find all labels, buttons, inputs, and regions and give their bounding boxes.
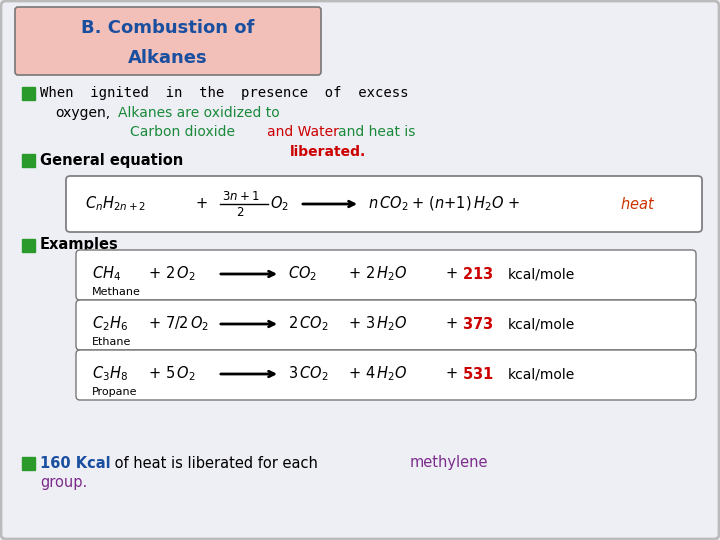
- Text: kcal/mole: kcal/mole: [508, 267, 575, 281]
- FancyBboxPatch shape: [22, 239, 35, 252]
- Text: $+\ 2\,H_2O$: $+\ 2\,H_2O$: [348, 265, 408, 284]
- Text: Propane: Propane: [92, 387, 138, 397]
- Text: Carbon dioxide: Carbon dioxide: [130, 125, 235, 139]
- Text: Alkanes: Alkanes: [128, 49, 208, 67]
- Text: B. Combustion of: B. Combustion of: [81, 19, 255, 37]
- Text: and Water: and Water: [267, 125, 339, 139]
- Text: Methane: Methane: [92, 287, 141, 297]
- Text: Alkanes are oxidized to: Alkanes are oxidized to: [118, 106, 280, 120]
- Text: $+\ 2\,O_2$: $+\ 2\,O_2$: [148, 265, 196, 284]
- Text: $\mathbf{531}$: $\mathbf{531}$: [462, 366, 494, 382]
- Text: and heat is: and heat is: [338, 125, 415, 139]
- Text: $+$: $+$: [445, 267, 458, 281]
- Text: $CO_2$: $CO_2$: [288, 265, 317, 284]
- Text: $O_2$: $O_2$: [270, 194, 289, 213]
- Text: group.: group.: [40, 476, 87, 490]
- Text: $CH_4$: $CH_4$: [92, 265, 121, 284]
- FancyBboxPatch shape: [66, 176, 702, 232]
- Text: $2$: $2$: [236, 206, 244, 219]
- FancyBboxPatch shape: [76, 350, 696, 400]
- Text: methylene: methylene: [410, 456, 488, 470]
- Text: $+\ 3\,H_2O$: $+\ 3\,H_2O$: [348, 315, 408, 333]
- Text: $+\ 5\,O_2$: $+\ 5\,O_2$: [148, 364, 196, 383]
- Text: kcal/mole: kcal/mole: [508, 367, 575, 381]
- Text: kcal/mole: kcal/mole: [508, 317, 575, 331]
- FancyBboxPatch shape: [22, 153, 35, 166]
- FancyBboxPatch shape: [15, 7, 321, 75]
- FancyBboxPatch shape: [76, 250, 696, 300]
- Text: $C_3H_8$: $C_3H_8$: [92, 364, 128, 383]
- Text: $+\ 4\,H_2O$: $+\ 4\,H_2O$: [348, 364, 408, 383]
- Text: $C_nH_{2n+2}$: $C_nH_{2n+2}$: [85, 194, 146, 213]
- FancyBboxPatch shape: [22, 456, 35, 469]
- Text: $\mathbf{373}$: $\mathbf{373}$: [462, 316, 493, 332]
- Text: 160 Kcal: 160 Kcal: [40, 456, 111, 470]
- Text: $n\,CO_2 + \,(n{+}1)\,H_2O\, +$: $n\,CO_2 + \,(n{+}1)\,H_2O\, +$: [368, 195, 521, 213]
- Text: Ethane: Ethane: [92, 337, 131, 347]
- Text: When  ignited  in  the  presence  of  excess: When ignited in the presence of excess: [40, 86, 408, 100]
- Text: Examples: Examples: [40, 238, 119, 253]
- Text: of heat is liberated for each: of heat is liberated for each: [110, 456, 323, 470]
- Text: $3n+1$: $3n+1$: [222, 190, 260, 202]
- Text: liberated.: liberated.: [290, 145, 366, 159]
- Text: $3\,CO_2$: $3\,CO_2$: [288, 364, 329, 383]
- Text: $C_2H_6$: $C_2H_6$: [92, 315, 128, 333]
- FancyBboxPatch shape: [76, 300, 696, 350]
- Text: $+$: $+$: [445, 367, 458, 381]
- Text: $heat$: $heat$: [620, 196, 655, 212]
- Text: oxygen,: oxygen,: [55, 106, 110, 120]
- Text: General equation: General equation: [40, 152, 184, 167]
- FancyBboxPatch shape: [22, 86, 35, 99]
- Text: $+$: $+$: [195, 197, 207, 212]
- Text: $\mathbf{213}$: $\mathbf{213}$: [462, 266, 493, 282]
- Text: $+\ 7/2\,O_2$: $+\ 7/2\,O_2$: [148, 315, 210, 333]
- Text: $+$: $+$: [445, 316, 458, 332]
- Text: $2\,CO_2$: $2\,CO_2$: [288, 315, 329, 333]
